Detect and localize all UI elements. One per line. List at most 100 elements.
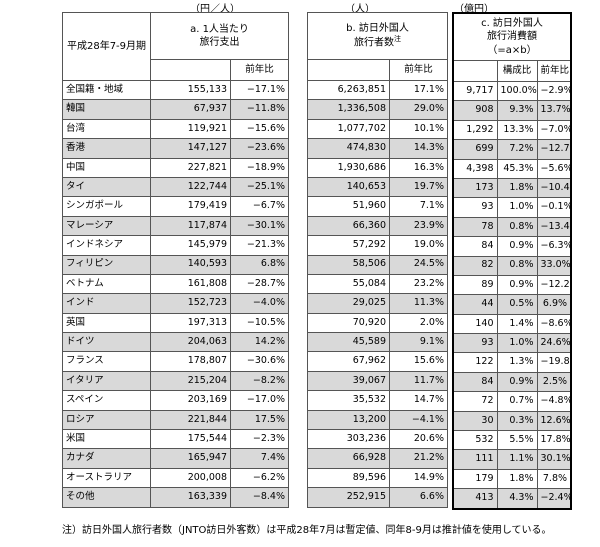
table-cell: 474,830 [307, 138, 390, 159]
table-row: 84 0.9% −6.3% [452, 236, 572, 257]
table-row: カナダ 165,947 7.4% [62, 448, 290, 469]
header-row: c. 訪日外国人 旅行消費額 （=a×b） [452, 12, 572, 61]
row-label: ドイツ [62, 332, 151, 353]
table-cell: 221,844 [150, 409, 231, 431]
table-row: 890.9%−12.2% [452, 274, 572, 296]
table-row: 140,653 19.7% [307, 176, 448, 198]
table-row: 67,962 15.6% [307, 351, 448, 372]
table-row: 66,360 23.9% [307, 215, 448, 237]
table-cell: −13.4% [536, 216, 572, 238]
column-header: c. 訪日外国人 旅行消費額 （=a×b） [452, 12, 572, 61]
table-cell: −4.1% [389, 409, 448, 431]
table-cell: 19.7% [389, 176, 448, 198]
table-cell: 66,360 [307, 215, 390, 237]
row-label: ロシア [62, 409, 151, 431]
table-cell: 4,398 [452, 158, 498, 179]
table-row: スペイン 203,169 −17.0% [62, 390, 290, 411]
table-row: 45,589 9.1% [307, 332, 448, 353]
table-cell: 0.8% [496, 216, 538, 238]
table-cell: −8.2% [229, 370, 290, 392]
table-cell: 7.4% [229, 448, 290, 469]
table-row: 55,084 23.2% [307, 273, 448, 295]
table-cell: 0.9% [496, 274, 538, 296]
table-cell: 14.9% [389, 467, 448, 489]
table-cell: 44 [452, 294, 498, 315]
table-cell: 5.5% [496, 430, 538, 451]
table-cell: 6,263,851 [307, 79, 390, 101]
table-row: 474,830 14.3% [307, 138, 448, 159]
table-cell: 6.6% [389, 487, 448, 508]
table-cell: 10.1% [389, 118, 448, 140]
table-row: 香港 147,127 −23.6% [62, 138, 290, 159]
table-cell: −19.8% [536, 352, 572, 373]
table-cell: 215,204 [150, 370, 231, 392]
subheader-row: 構成比 前年比 [452, 60, 572, 82]
table-row: インド 152,723 −4.0% [62, 293, 290, 314]
table-row: 72 0.7% −4.8% [452, 391, 572, 412]
table-row: 57,292 19.0% [307, 235, 448, 256]
table-cell: 20.6% [389, 429, 448, 450]
table-cell: 0.9% [496, 371, 538, 393]
table-cell: 30.1% [536, 449, 572, 470]
table-cell: 699 [452, 139, 498, 160]
table-cell: 532 [452, 430, 498, 451]
table-cell: −17.0% [229, 390, 290, 411]
table-cell: 140 [452, 313, 498, 335]
table-cell: 197,313 [150, 312, 231, 334]
table-cell: 163,339 [150, 487, 231, 508]
table-cell: 4.3% [496, 488, 538, 510]
table-row: 532 5.5% 17.8% [452, 430, 572, 451]
table-cell: 70,920 [307, 312, 390, 334]
table-row: 413 4.3% −2.4% [452, 488, 572, 510]
table-row: 111 1.1% 30.1% [452, 449, 572, 470]
table-cell: 145,979 [150, 235, 231, 256]
note-mark: 注 [394, 35, 401, 44]
table-cell: −10.5% [229, 312, 290, 334]
table-cell: −11.8% [229, 99, 290, 120]
table-cell: 13.3% [496, 119, 538, 141]
header-line: 旅行者数 [354, 37, 394, 49]
table-cell: −21.3% [229, 235, 290, 256]
table-row: 9,717 100.0% −2.9% [452, 80, 572, 102]
table-row: 39,067 11.7% [307, 370, 448, 392]
table-row: 1,292 13.3% −7.0% [452, 119, 572, 141]
table-row: 44 0.5% 6.9% [452, 294, 572, 315]
data-table: 平成28年7-9月期 a. 1人当たり 旅行支出 前年比 全国籍・地域 155,133 −1… [62, 12, 290, 508]
table-row: 中国 227,821 −18.9% [62, 157, 290, 178]
table-cell: 16.3% [389, 157, 448, 178]
table-cell: 7.2% [496, 139, 538, 160]
table-cell: −6.7% [229, 196, 290, 217]
table-cell: 23.2% [389, 273, 448, 295]
table-cell: 9.1% [389, 332, 448, 353]
row-label: マレーシア [62, 215, 151, 237]
table-cell: −2.3% [229, 429, 290, 450]
table-cell: −10.4% [536, 177, 572, 199]
blank-cell [150, 59, 231, 81]
table-cell: 1.1% [496, 449, 538, 470]
data-table: c. 訪日外国人 旅行消費額 （=a×b） 構成比 前年比 9,717 100.0% −2.9… [452, 12, 573, 510]
table-cell: 84 [452, 236, 498, 257]
table-cell: 2.5% [536, 371, 572, 393]
table-cell: 12.6% [536, 410, 572, 432]
subheader-row: 前年比 [63, 59, 290, 81]
table-cell: 9,717 [452, 80, 498, 102]
row-label: 米国 [62, 429, 151, 450]
table-cell: 6.9% [536, 294, 572, 315]
table-cell: −30.6% [229, 351, 290, 372]
table-cell: 6.8% [229, 254, 290, 275]
table-cell: 1.8% [496, 177, 538, 199]
table-cell: 155,133 [150, 79, 231, 101]
table-cell: 1.0% [496, 333, 538, 354]
table-row: 30 0.3% 12.6% [452, 410, 572, 432]
table-cell: 179 [452, 468, 498, 490]
table-cell: 1,930,686 [307, 157, 390, 178]
table-row: ドイツ 204,063 14.2% [62, 332, 290, 353]
row-label: フランス [62, 351, 151, 372]
table-cell: 0.3% [496, 410, 538, 432]
row-label: シンガポール [62, 196, 151, 217]
table-cell: 252,915 [307, 487, 390, 508]
table-cell: 122 [452, 352, 498, 373]
table-row: 140 1.4% −8.6% [452, 313, 572, 335]
